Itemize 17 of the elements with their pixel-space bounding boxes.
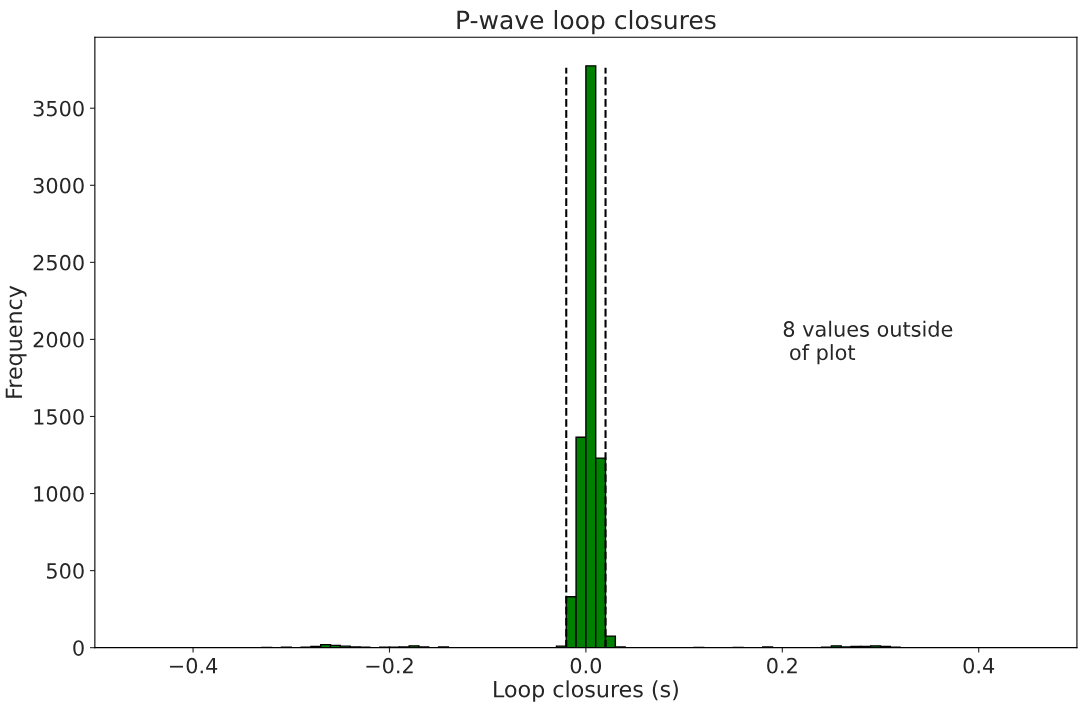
chart-title: P-wave loop closures <box>457 9 716 35</box>
y-tick-label: 1000 <box>34 486 84 502</box>
x-tick-label: 0.0 <box>570 657 602 674</box>
y-tick-label: 500 <box>46 563 84 579</box>
y-tick-label: 0 <box>73 640 84 656</box>
y-tick-label: 3500 <box>33 100 84 117</box>
x-axis-title: Loop closures (s) <box>494 680 678 702</box>
annotation: 8 values outside of plot <box>783 320 953 365</box>
x-tick-label: −0.2 <box>366 657 413 674</box>
x-tick-label: 0.2 <box>767 657 797 674</box>
x-tick-label: −0.4 <box>169 657 218 674</box>
y-tick-label: 2500 <box>33 254 84 271</box>
x-tick-label: 0.4 <box>963 657 995 674</box>
y-tick-label: 3000 <box>33 177 84 194</box>
y-axis-title: Frequency <box>5 285 27 398</box>
y-tick-label: 1500 <box>34 408 84 425</box>
y-tick-label: 2000 <box>33 331 84 348</box>
